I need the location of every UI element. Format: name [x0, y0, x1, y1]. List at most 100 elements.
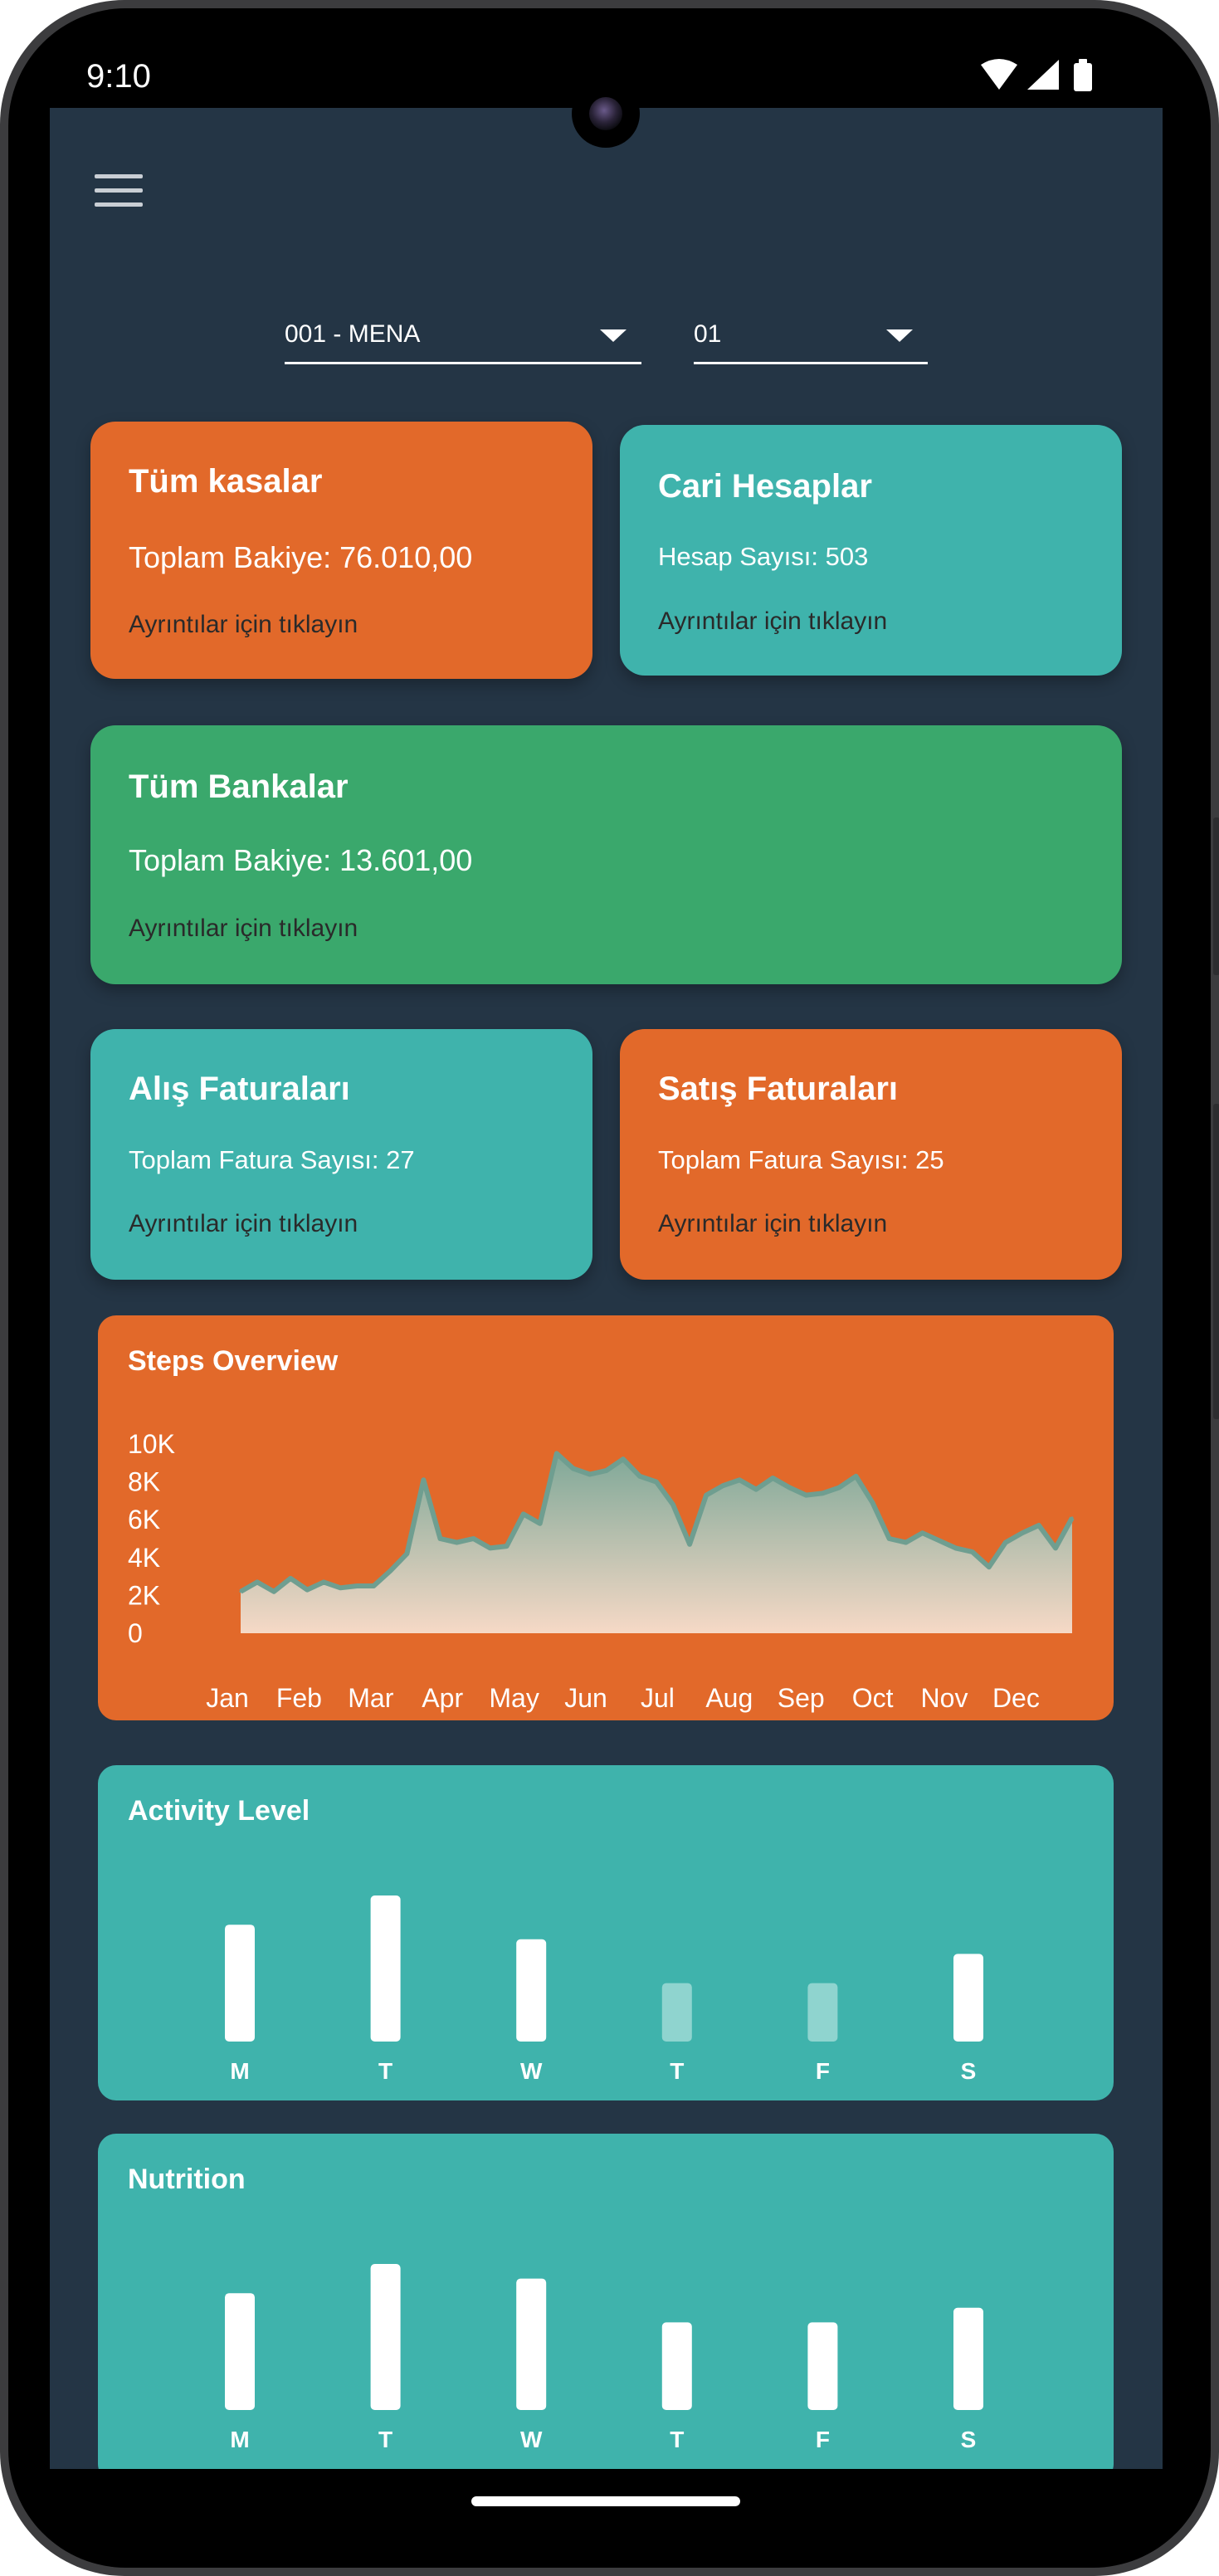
steps-point: [804, 1494, 807, 1497]
bankalar-balance: Toplam Bakiye: 13.601,00: [129, 843, 473, 877]
steps-point: [938, 1539, 941, 1542]
satis-hint: Ayrıntılar için tıklayın: [658, 1210, 888, 1237]
steps-area: [241, 1453, 1072, 1633]
steps-point: [555, 1451, 558, 1455]
steps-point: [787, 1486, 791, 1489]
nutrition-chart-panel: Nutrition M T W T F S: [98, 2134, 1114, 2469]
steps-point: [954, 1546, 958, 1549]
activity-chart-title: Activity Level: [128, 1795, 310, 1827]
bar: [225, 2293, 255, 2410]
x-tick-label: Oct: [852, 1683, 894, 1713]
bar-category-label: T: [670, 2058, 684, 2084]
steps-point: [572, 1467, 575, 1471]
app-screen: 001 - MENA 01 Tüm kasalar Toplam Bakiye:…: [50, 108, 1163, 2469]
x-tick-label: May: [489, 1683, 539, 1713]
company-dropdown[interactable]: 001 - MENA: [285, 309, 641, 364]
bankalar-hint: Ayrıntılar için tıklayın: [129, 915, 358, 942]
steps-point: [871, 1501, 874, 1505]
battery-icon: [1074, 63, 1092, 91]
steps-point: [738, 1478, 741, 1481]
steps-point: [655, 1481, 658, 1484]
bar-category-label: M: [230, 2427, 249, 2452]
y-tick-label: 0: [128, 1618, 143, 1648]
home-indicator[interactable]: [471, 2496, 740, 2506]
x-tick-label: Aug: [705, 1683, 753, 1713]
x-tick-label: Mar: [348, 1683, 393, 1713]
chevron-down-icon: [886, 329, 913, 342]
bar-category-label: T: [378, 2427, 393, 2452]
bar-category-label: M: [230, 2058, 249, 2084]
steps-point: [855, 1475, 857, 1478]
alis-hint: Ayrıntılar için tıklayın: [129, 1210, 358, 1237]
power-button: [1213, 817, 1219, 975]
bar-category-label: T: [378, 2058, 393, 2084]
kasalar-card[interactable]: Tüm kasalar Toplam Bakiye: 76.010,00 Ayr…: [90, 422, 592, 679]
steps-point: [622, 1457, 625, 1461]
steps-chart: 10K 8K 6K 4K 2K 0 Jan Feb Mar Apr May Jun Jul Aug Sep O…: [128, 1429, 1075, 1713]
steps-point: [472, 1537, 475, 1540]
menu-icon[interactable]: [95, 174, 144, 214]
x-tick-label: Jan: [206, 1683, 249, 1713]
steps-point: [1037, 1524, 1041, 1527]
bar: [953, 1954, 983, 2042]
bar-category-label: F: [816, 2058, 830, 2084]
period-dropdown-value: 01: [694, 320, 722, 348]
steps-point: [522, 1512, 525, 1515]
alis-card[interactable]: Alış Faturaları Toplam Fatura Sayısı: 27…: [90, 1029, 592, 1280]
steps-point: [971, 1550, 974, 1554]
steps-point: [456, 1541, 458, 1544]
steps-point: [1004, 1541, 1007, 1544]
company-dropdown-value: 001 - MENA: [285, 320, 421, 348]
steps-point: [239, 1590, 242, 1593]
steps-point: [372, 1584, 375, 1588]
bar: [807, 2322, 838, 2410]
steps-point: [688, 1543, 691, 1546]
steps-point: [821, 1491, 824, 1495]
bar: [370, 1895, 401, 2042]
steps-point: [588, 1473, 592, 1476]
steps-point: [439, 1537, 441, 1540]
bar: [807, 1983, 838, 2042]
activity-chart-panel: Activity Level M T W T F S: [98, 1765, 1114, 2100]
satis-title: Satış Faturaları: [658, 1071, 899, 1107]
y-tick-label: 10K: [128, 1429, 175, 1459]
y-tick-label: 6K: [128, 1505, 160, 1534]
bankalar-card[interactable]: Tüm Bankalar Toplam Bakiye: 13.601,00 Ay…: [90, 725, 1122, 984]
cari-card[interactable]: Cari Hesaplar Hesap Sayısı: 503 Ayrıntıl…: [620, 425, 1122, 676]
steps-point: [987, 1565, 991, 1569]
steps-point: [355, 1584, 358, 1588]
satis-card[interactable]: Satış Faturaları Toplam Fatura Sayısı: 2…: [620, 1029, 1122, 1280]
steps-point: [405, 1552, 408, 1555]
x-tick-label: Jul: [641, 1683, 675, 1713]
x-tick-label: Jun: [564, 1683, 607, 1713]
steps-point: [605, 1469, 608, 1472]
steps-point: [305, 1588, 309, 1592]
steps-point: [256, 1580, 259, 1583]
satis-count: Toplam Fatura Sayısı: 25: [658, 1145, 944, 1174]
steps-point: [638, 1475, 641, 1478]
steps-point: [272, 1590, 275, 1593]
period-dropdown[interactable]: 01: [694, 309, 928, 364]
bar: [661, 1983, 692, 2042]
front-camera: [572, 80, 640, 148]
steps-chart-panel: Steps Overview 10K 8K 6K 4K 2K 0 Jan Feb Mar Apr M…: [98, 1315, 1114, 1720]
steps-point: [505, 1544, 509, 1548]
steps-point: [1021, 1531, 1024, 1534]
wifi-icon: [981, 59, 1017, 90]
steps-point: [837, 1486, 841, 1489]
status-icons: [981, 58, 1097, 93]
steps-point: [422, 1478, 425, 1481]
steps-point: [705, 1494, 708, 1497]
alis-title: Alış Faturaları: [129, 1071, 350, 1107]
status-time: 9:10: [86, 58, 151, 95]
steps-point: [721, 1484, 724, 1487]
cari-hint: Ayrıntılar için tıklayın: [658, 607, 888, 635]
signal-icon: [1027, 60, 1059, 90]
cari-title: Cari Hesaplar: [658, 468, 872, 505]
steps-chart-title: Steps Overview: [128, 1345, 339, 1377]
bar: [225, 1925, 255, 2042]
bar: [516, 1939, 547, 2042]
x-tick-label: Nov: [921, 1683, 968, 1713]
bar-category-label: S: [961, 2427, 977, 2452]
x-tick-label: Sep: [778, 1683, 825, 1713]
